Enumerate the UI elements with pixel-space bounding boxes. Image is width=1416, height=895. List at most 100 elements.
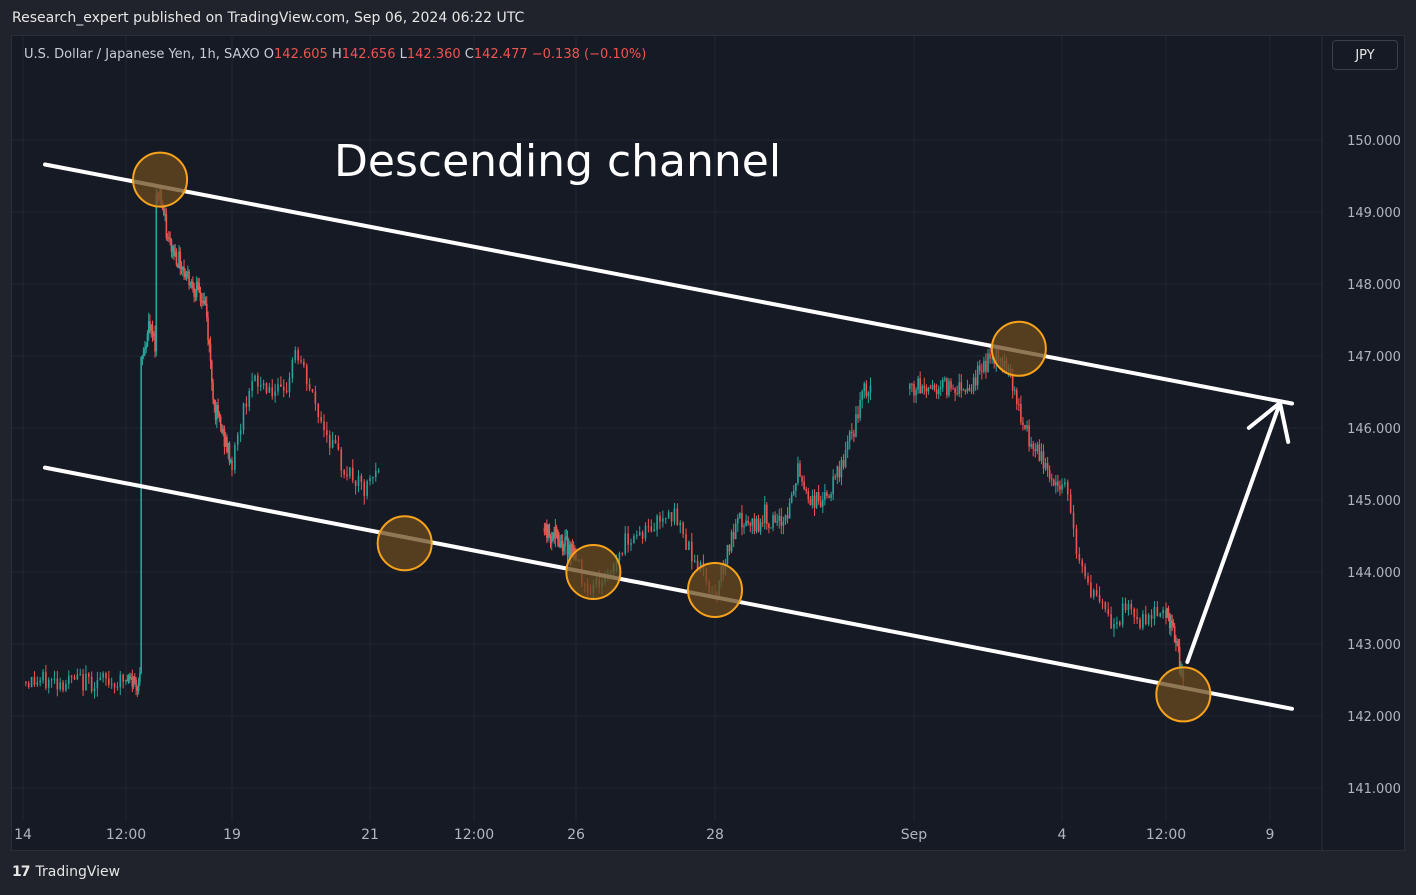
candle-body xyxy=(343,470,345,475)
candle-body xyxy=(556,530,559,540)
candle-body xyxy=(136,687,139,691)
candle-body xyxy=(1026,425,1028,429)
candle-body xyxy=(693,560,696,562)
candle-body xyxy=(803,481,805,490)
symbol-name: U.S. Dollar / Japanese Yen, 1h, SAXO xyxy=(24,47,260,62)
candle-body xyxy=(305,365,308,385)
candle-body xyxy=(851,431,853,434)
candle-body xyxy=(194,296,197,298)
candle-body xyxy=(297,350,299,361)
candle-body xyxy=(915,389,917,396)
candle-body xyxy=(838,466,841,478)
candle-body xyxy=(774,515,776,523)
tradingview-logo-icon: 17 xyxy=(12,864,31,880)
candle-body xyxy=(45,671,47,688)
open-value: 142.605 xyxy=(274,47,328,62)
candle-body xyxy=(662,518,664,522)
candle-body xyxy=(759,522,762,532)
candle-body xyxy=(203,300,206,304)
candle-body xyxy=(372,477,374,479)
y-tick-label: 141.000 xyxy=(1347,782,1401,797)
candle-body xyxy=(989,353,991,359)
candle-body xyxy=(964,389,967,392)
candle-body xyxy=(208,340,211,345)
candle-body xyxy=(211,360,213,383)
y-axis-tick-labels: 150.000 149.000 148.000 147.000 146.000 145.0… xyxy=(1347,134,1401,797)
candle-body xyxy=(1036,444,1039,452)
candle-body xyxy=(25,681,27,684)
candle-body xyxy=(227,442,230,453)
candle-body xyxy=(846,441,849,451)
candle-body xyxy=(334,439,337,444)
candle-body xyxy=(205,303,208,318)
candle-body xyxy=(183,267,185,273)
projection-arrow[interactable] xyxy=(1185,400,1291,664)
candle-body xyxy=(761,522,764,524)
currency-button[interactable]: JPY xyxy=(1332,40,1398,70)
candle-body xyxy=(956,393,958,395)
touch-point-markers[interactable] xyxy=(132,151,1212,723)
candle-body xyxy=(1018,404,1020,406)
lower-channel-line[interactable] xyxy=(43,465,1294,711)
touch-marker[interactable] xyxy=(565,544,622,600)
candle-body xyxy=(1167,608,1170,614)
candle-body xyxy=(93,688,96,692)
y-tick-label: 143.000 xyxy=(1347,638,1401,653)
touch-marker[interactable] xyxy=(1155,666,1212,723)
touch-marker[interactable] xyxy=(687,562,743,618)
candle-body xyxy=(1124,603,1127,611)
change-value: −0.138 (−0.10%) xyxy=(531,47,647,62)
candle-body xyxy=(1092,590,1095,597)
candle-body xyxy=(174,251,177,256)
candle-body xyxy=(948,381,950,396)
candle-body xyxy=(223,429,226,447)
y-tick-label: 149.000 xyxy=(1347,206,1401,221)
arrow-head[interactable] xyxy=(1246,400,1291,444)
candle-body xyxy=(1022,422,1024,425)
candle-body xyxy=(555,527,558,531)
candle-body xyxy=(911,383,913,385)
price-chart[interactable]: 150.000 149.000 148.000 147.000 146.000 145.0… xyxy=(12,36,1405,851)
candle-body xyxy=(782,521,785,526)
candle-body xyxy=(27,683,30,688)
chart-panel[interactable]: 150.000 149.000 148.000 147.000 146.000 145.0… xyxy=(11,35,1405,851)
candle-body xyxy=(664,518,667,520)
candle-body xyxy=(189,284,192,286)
candle-body xyxy=(1101,601,1104,603)
arrow-shaft[interactable] xyxy=(1185,400,1282,664)
candle-body xyxy=(1061,484,1063,490)
candle-body xyxy=(360,475,363,482)
candle-body xyxy=(154,333,156,352)
candle-body xyxy=(317,403,320,418)
candle-body xyxy=(265,383,268,393)
candle-body xyxy=(553,532,555,539)
candle-body xyxy=(132,676,135,687)
candle-body xyxy=(1139,619,1141,628)
touch-marker[interactable] xyxy=(990,320,1047,377)
candle-body xyxy=(142,349,145,356)
candle-body xyxy=(821,499,824,507)
upper-channel-line[interactable] xyxy=(43,162,1294,406)
candle-body xyxy=(815,492,818,508)
candle-body xyxy=(1110,614,1112,629)
candle-body xyxy=(53,678,56,680)
candle-body xyxy=(1046,463,1049,471)
candle-body xyxy=(925,388,928,392)
candle-body xyxy=(1084,566,1086,577)
candle-body xyxy=(245,403,248,407)
candle-body xyxy=(809,499,812,506)
candle-body xyxy=(145,346,147,349)
touch-marker[interactable] xyxy=(376,515,433,572)
candle-body xyxy=(170,239,173,252)
annotation-title[interactable]: Descending channel xyxy=(334,136,781,187)
candle-body xyxy=(149,321,151,331)
candle-body xyxy=(42,671,44,681)
candle-body xyxy=(311,389,314,392)
candle-body xyxy=(59,682,61,690)
footer-branding[interactable]: 17 TradingView xyxy=(12,864,120,880)
touch-marker[interactable] xyxy=(132,151,189,208)
candle-body xyxy=(234,444,236,470)
candle-body xyxy=(224,437,227,447)
descending-channel[interactable] xyxy=(43,162,1294,711)
candle-body xyxy=(195,281,198,297)
